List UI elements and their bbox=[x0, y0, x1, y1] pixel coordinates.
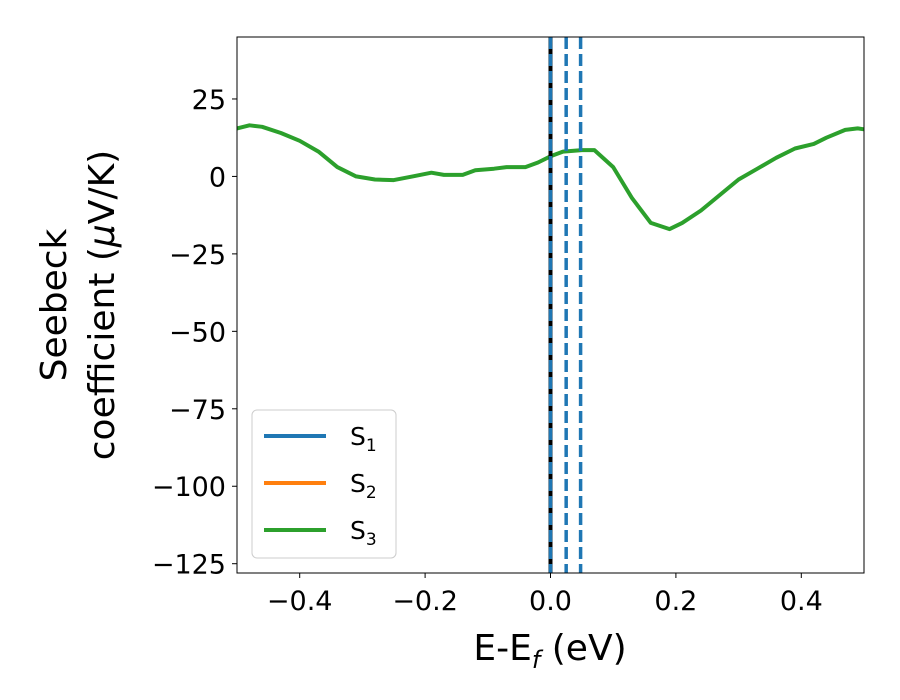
y-tick-label: 0 bbox=[209, 162, 226, 193]
y-axis-title-line1: Seebeck bbox=[34, 228, 75, 381]
y-axis-title: Seebeck coefficient (μV/K) bbox=[34, 150, 123, 460]
y-axis-title-line2: coefficient (μV/K) bbox=[82, 150, 123, 460]
y-tick-label: −25 bbox=[169, 240, 226, 271]
y-tick-label: −50 bbox=[169, 317, 226, 348]
x-tick-label: −0.4 bbox=[267, 586, 333, 617]
legend: S1 S2 S3 bbox=[251, 409, 397, 559]
x-axis-title: E-Ef (eV) bbox=[473, 628, 626, 674]
x-tick-label: 0.0 bbox=[529, 586, 572, 617]
legend-label-s1: S1 bbox=[350, 422, 377, 456]
y-tick-label: −100 bbox=[152, 472, 226, 503]
x-tick-label: 0.4 bbox=[780, 586, 823, 617]
y-tick-label: 25 bbox=[192, 85, 226, 116]
legend-label-s2: S2 bbox=[350, 469, 377, 503]
y-tick-label: −125 bbox=[152, 550, 226, 581]
x-tick-label: 0.2 bbox=[654, 586, 697, 617]
tick-group: −0.4 −0.2 0.0 0.2 0.4 25 0 −25 −50 −75 −100 −125 bbox=[152, 85, 823, 617]
legend-label-s3: S3 bbox=[350, 516, 377, 550]
y-tick-label: −75 bbox=[169, 395, 226, 426]
x-tick-label: −0.2 bbox=[392, 586, 458, 617]
plot-area bbox=[236, 37, 865, 573]
